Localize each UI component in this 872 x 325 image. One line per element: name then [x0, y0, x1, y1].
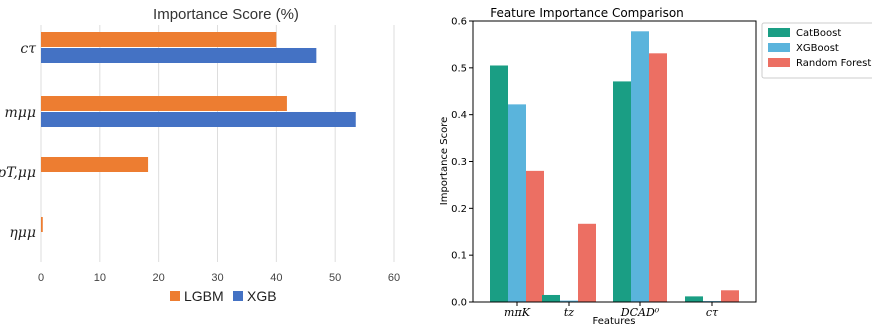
left-x-tick-label: 40 — [270, 272, 282, 284]
right-y-tick-label: 0.2 — [451, 204, 467, 215]
bar-xgboost-0 — [508, 104, 526, 302]
legend-swatch-catboost — [768, 28, 790, 37]
right-y-tick-label: 0.0 — [451, 298, 467, 309]
left-x-tick-label: 50 — [329, 272, 341, 284]
left-chart: Importance Score (%) 0 10 20 30 40 50 60 cτ mμ… — [0, 6, 400, 304]
left-x-tick-label: 30 — [211, 272, 223, 284]
left-x-tick-label: 20 — [153, 272, 165, 284]
left-x-tick-label: 60 — [388, 272, 400, 284]
right-x-ticks: mπK tz DCAD⁰ cτ — [504, 302, 719, 319]
right-y-ticks: 0.0 0.1 0.2 0.3 0.4 0.5 0.6 — [451, 17, 473, 309]
bar-lgbm-1 — [41, 96, 287, 111]
bar-random-forest-1 — [578, 223, 596, 302]
bar-catboost-2 — [613, 81, 631, 302]
legend-label-xgb: XGB — [247, 288, 277, 304]
right-legend: CatBoost XGBoost Random Forest — [761, 22, 872, 79]
left-x-tick-label: 10 — [94, 272, 106, 284]
legend-swatch-xgb — [233, 291, 243, 301]
left-x-tick-label: 0 — [38, 272, 44, 284]
bar-xgboost-2 — [631, 31, 649, 302]
bar-lgbm-0 — [41, 32, 277, 47]
left-category-label-ctau: cτ — [20, 41, 36, 57]
left-x-tick-labels: 0 10 20 30 40 50 60 — [38, 272, 400, 284]
bar-random-forest-0 — [526, 170, 544, 302]
right-x-axis-label: Features — [593, 316, 636, 325]
legend-label-lgbm: LGBM — [184, 288, 224, 304]
bar-lgbm-3 — [41, 217, 43, 232]
bar-random-forest-2 — [649, 53, 667, 302]
bar-xgboost-1 — [560, 300, 578, 302]
left-legend: LGBM XGB — [170, 288, 277, 304]
legend-swatch-xgboost — [768, 43, 790, 52]
left-category-label-m-mumu-text: mμμ — [5, 105, 36, 121]
right-y-tick-label: 0.4 — [451, 110, 467, 121]
right-y-tick-label: 0.6 — [451, 17, 467, 28]
left-bars — [41, 32, 356, 232]
right-y-tick-label: 0.1 — [451, 251, 467, 262]
right-y-tick-label: 0.3 — [451, 157, 467, 168]
legend-label-catboost: CatBoost — [796, 28, 841, 39]
bar-xgb-0 — [41, 48, 317, 63]
right-bars — [490, 31, 739, 302]
legend-swatch-random-forest — [768, 58, 790, 67]
legend-label-random-forest: Random Forest — [796, 58, 871, 69]
legend-label-xgboost: XGBoost — [796, 43, 839, 54]
right-chart-title: Feature Importance Comparison — [490, 6, 684, 20]
left-category-label-m-mumu: mμμ — [5, 105, 36, 121]
bar-xgb-1 — [41, 112, 356, 127]
bar-random-forest-3 — [721, 290, 739, 302]
legend-swatch-lgbm — [170, 291, 180, 301]
left-category-label-pt-mumu: pT,μμ — [0, 165, 36, 181]
bar-catboost-3 — [685, 296, 703, 302]
right-x-tick-label: tz — [564, 306, 574, 319]
right-y-tick-label: 0.5 — [451, 63, 467, 74]
right-x-tick-label: DCAD⁰ — [620, 306, 660, 319]
bar-catboost-0 — [490, 65, 508, 302]
bar-catboost-1 — [542, 294, 560, 302]
right-y-axis-label: Importance Score — [439, 117, 450, 206]
bar-lgbm-2 — [41, 157, 149, 172]
left-category-label-eta-mumu: ημμ — [9, 225, 36, 241]
right-x-tick-label: cτ — [706, 306, 719, 319]
left-chart-title: Importance Score (%) — [153, 6, 299, 23]
right-x-tick-label: mπK — [504, 306, 531, 319]
right-chart: Feature Importance Comparison 0.00.10.20… — [439, 6, 872, 325]
